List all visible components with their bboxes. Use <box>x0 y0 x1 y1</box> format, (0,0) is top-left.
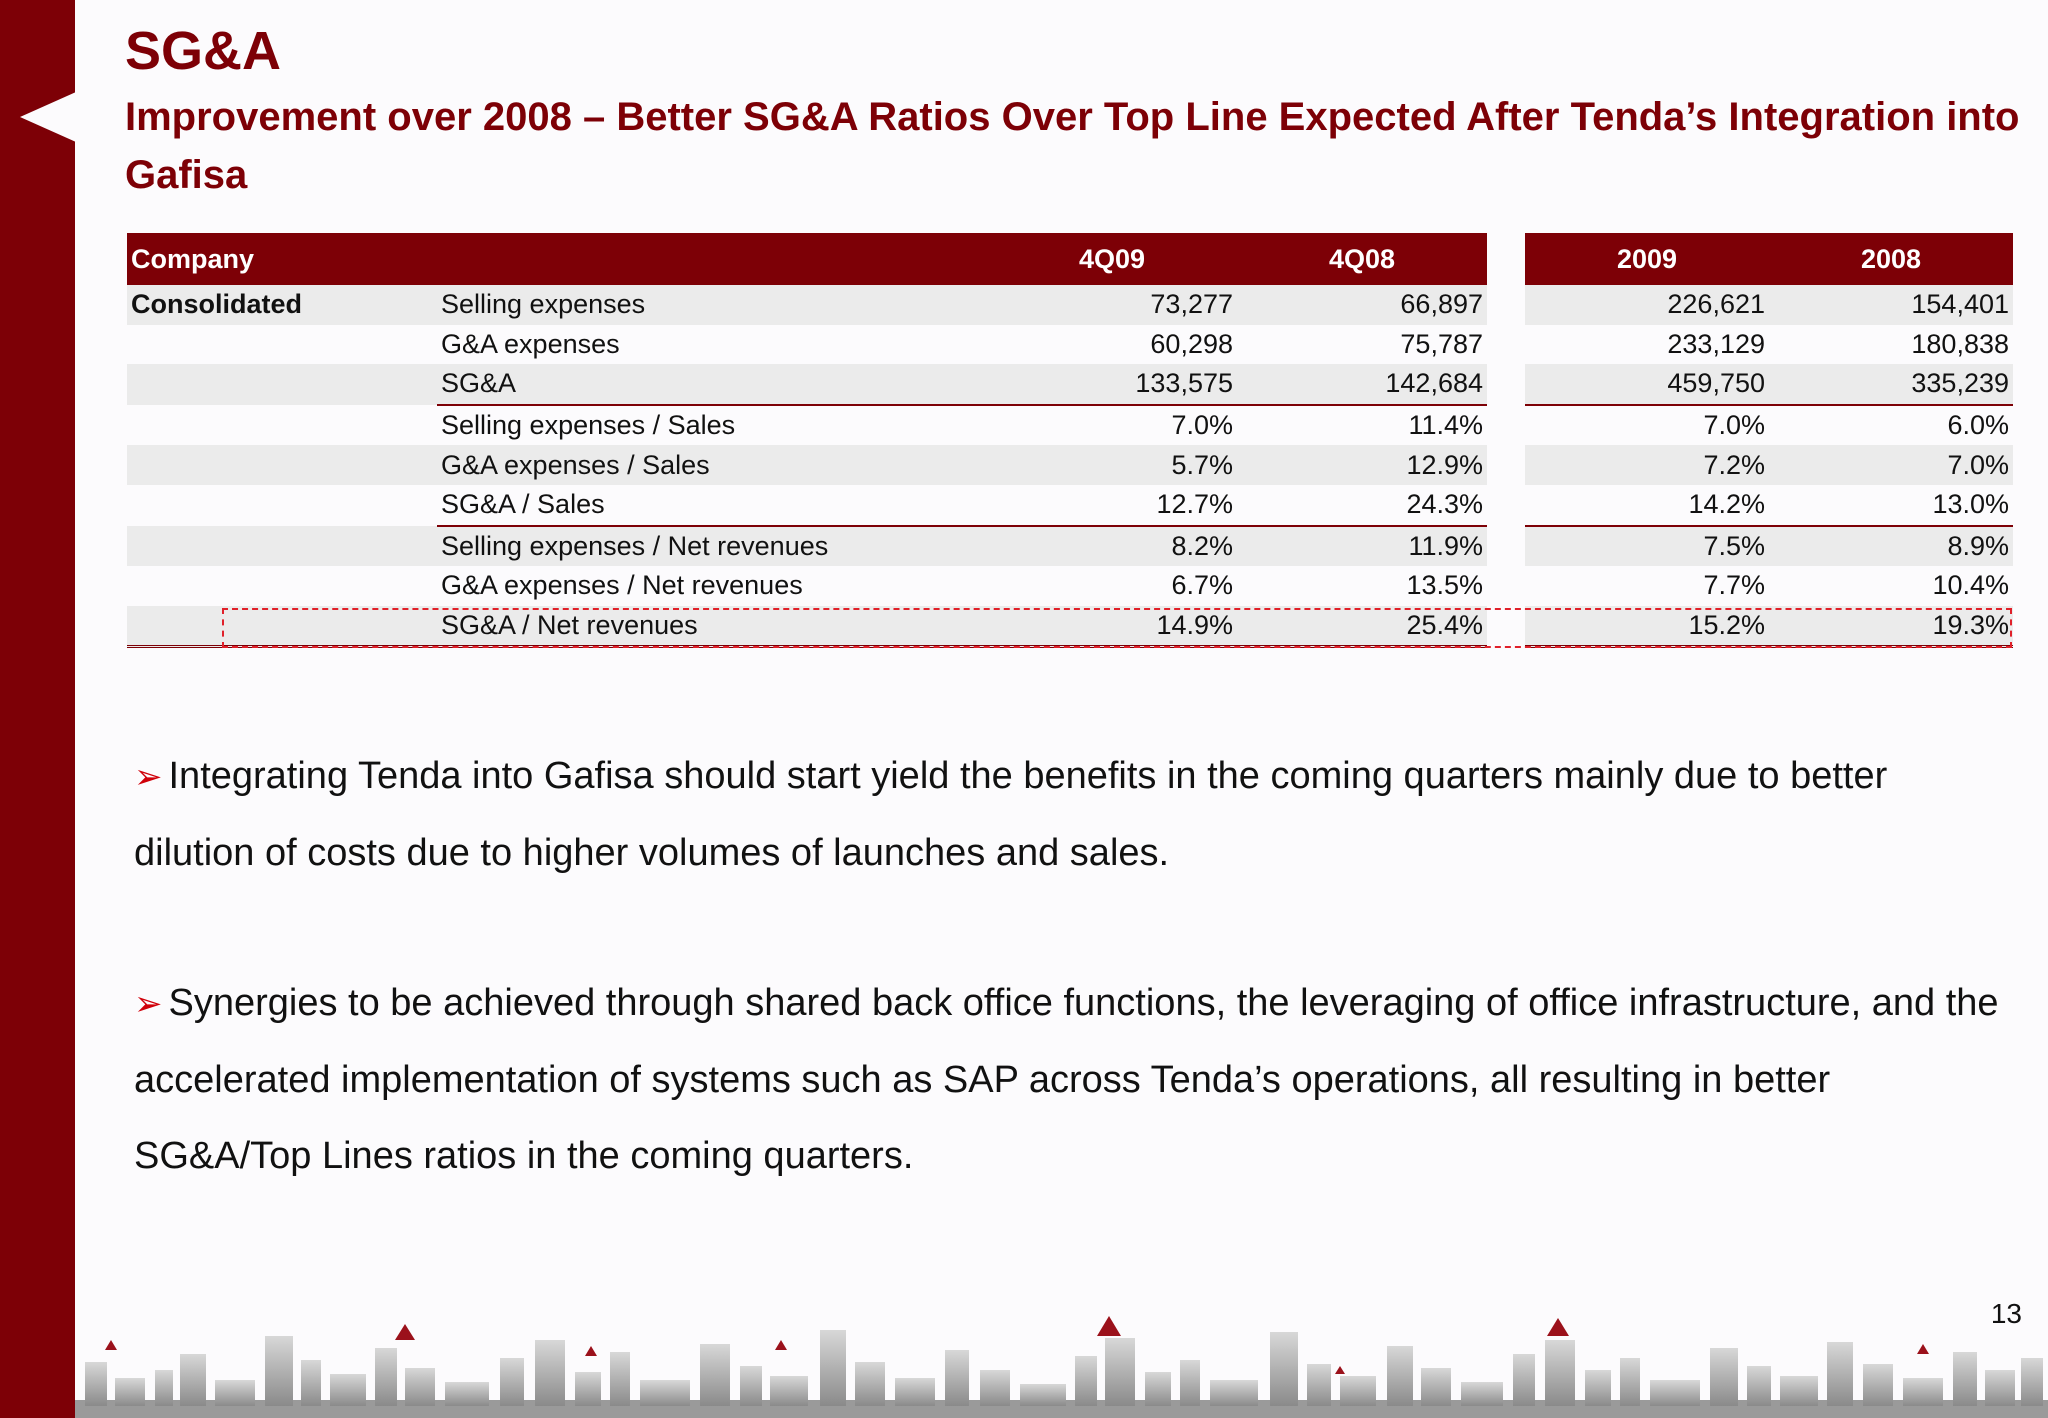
cell-2009: 15.2% <box>1525 605 1769 649</box>
table-row: G&A expenses 60,298 75,787 <box>127 325 1487 365</box>
cell-4q09: 73,277 <box>987 285 1237 325</box>
row-label: SG&A <box>437 364 987 406</box>
table-row: 14.2% 13.0% <box>1525 484 2013 527</box>
row-label: Selling expenses / Net revenues <box>437 525 987 567</box>
cell-4q09: 14.9% <box>987 605 1237 649</box>
table-row: Selling expenses / Net revenues 8.2% 11.… <box>127 525 1487 567</box>
cell-2009: 233,129 <box>1667 328 1765 359</box>
cell-2008: 6.0% <box>1947 410 2009 441</box>
table-row: SG&A / Sales 12.7% 24.3% <box>127 484 1487 527</box>
header-spacer <box>437 233 987 285</box>
header-2008: 2008 <box>1769 233 2013 285</box>
empty-cell <box>127 325 437 365</box>
cell-4q08: 142,684 <box>1237 364 1487 406</box>
cell-4q08: 11.4% <box>1408 410 1483 441</box>
bullet-item: ➢ Synergies to be achieved through shared… <box>134 965 2014 1194</box>
cell-4q08: 12.9% <box>1237 445 1487 485</box>
cell-2009: 226,621 <box>1525 285 1769 325</box>
table-row: 7.7% 10.4% <box>1525 566 2013 606</box>
cell-4q09: 5.7% <box>987 445 1237 485</box>
cell-4q08: 11.9% <box>1237 525 1487 567</box>
row-label: G&A expenses / Sales <box>437 445 987 485</box>
annual-table: 2009 2008 226,621 154,401 233,129 180,83… <box>1525 233 2013 649</box>
table-row: Consolidated Selling expenses 73,277 66,… <box>127 285 1487 325</box>
city-skyline-footer <box>75 1316 2048 1418</box>
empty-cell <box>127 405 437 446</box>
bullet-text: Synergies to be achieved through shared … <box>134 982 1999 1177</box>
row-label: SG&A / Sales <box>437 484 987 527</box>
cell-2009: 7.5% <box>1525 525 1769 567</box>
row-label: G&A expenses / Net revenues <box>441 570 803 601</box>
cell-2009: 7.0% <box>1703 410 1765 441</box>
empty-cell <box>127 605 437 649</box>
cell-4q09: 8.2% <box>987 525 1237 567</box>
empty-cell <box>127 485 437 526</box>
cell-4q08: 13.5% <box>1406 570 1483 601</box>
logo-markers <box>105 1316 1929 1374</box>
highlight-box <box>222 608 2012 648</box>
table-row: Selling expenses / Sales 7.0% 11.4% <box>127 405 1487 446</box>
table-row: 459,750 335,239 <box>1525 364 2013 406</box>
table-row: G&A expenses / Net revenues 6.7% 13.5% <box>127 566 1487 606</box>
cell-2008: 8.9% <box>1769 525 2013 567</box>
cell-2009: 7.2% <box>1525 445 1769 485</box>
table-row: SG&A / Net revenues 14.9% 25.4% <box>127 605 1487 649</box>
header-company: Company <box>127 233 437 285</box>
cell-4q09: 60,298 <box>1150 328 1233 359</box>
row-label: Selling expenses <box>437 285 987 325</box>
left-accent-bar <box>0 0 75 1418</box>
cell-2008: 13.0% <box>1769 484 2013 527</box>
cell-2008: 7.0% <box>1769 445 2013 485</box>
cell-4q08: 75,787 <box>1400 328 1483 359</box>
arrow-bullet-icon: ➢ <box>134 985 163 1023</box>
table-row: 233,129 180,838 <box>1525 325 2013 365</box>
header-2009: 2009 <box>1525 233 1769 285</box>
cell-2009: 7.7% <box>1703 570 1765 601</box>
table-row: 15.2% 19.3% <box>1525 605 2013 649</box>
cell-2009: 14.2% <box>1525 484 1769 527</box>
page-number: 13 <box>1990 1298 2022 1329</box>
bullet-item: ➢ Integrating Tenda into Gafisa should st… <box>134 738 2014 891</box>
chevron-left-icon <box>20 92 76 142</box>
empty-cell <box>127 525 437 567</box>
bullet-text: Integrating Tenda into Gafisa should sta… <box>134 755 1888 874</box>
table-row: G&A expenses / Sales 5.7% 12.9% <box>127 445 1487 485</box>
cell-4q09: 7.0% <box>1171 410 1233 441</box>
cell-4q08: 25.4% <box>1237 605 1487 649</box>
header-4q08: 4Q08 <box>1237 233 1487 285</box>
empty-cell <box>127 566 437 606</box>
company-name: Consolidated <box>127 285 437 325</box>
page-subtitle: Improvement over 2008 – Better SG&A Rati… <box>125 95 2020 197</box>
cell-4q09: 133,575 <box>987 364 1237 406</box>
cell-4q09: 6.7% <box>1171 570 1233 601</box>
cell-2008: 19.3% <box>1769 605 2013 649</box>
cell-4q09: 12.7% <box>987 484 1237 527</box>
cell-2008: 335,239 <box>1769 364 2013 406</box>
row-label: Selling expenses / Sales <box>441 410 736 441</box>
table-header-row: Company 4Q09 4Q08 <box>127 233 1487 285</box>
empty-cell <box>127 364 437 405</box>
quarterly-table: Company 4Q09 4Q08 Consolidated Selling e… <box>127 233 1487 649</box>
cell-4q08: 66,897 <box>1237 285 1487 325</box>
table-row: 7.2% 7.0% <box>1525 445 2013 485</box>
header-4q09: 4Q09 <box>987 233 1237 285</box>
cell-2009: 459,750 <box>1525 364 1769 406</box>
cell-4q08: 24.3% <box>1237 484 1487 527</box>
cell-2008: 10.4% <box>1932 570 2009 601</box>
table-row: 7.0% 6.0% <box>1525 405 2013 446</box>
cell-2008: 180,838 <box>1911 328 2009 359</box>
table-row: SG&A 133,575 142,684 <box>127 364 1487 406</box>
page-title: SG&A <box>125 21 282 81</box>
table-row: 7.5% 8.9% <box>1525 525 2013 567</box>
table-header-row: 2009 2008 <box>1525 233 2013 285</box>
cell-2008: 154,401 <box>1769 285 2013 325</box>
row-label: G&A expenses <box>441 328 620 359</box>
row-label: SG&A / Net revenues <box>437 605 987 649</box>
empty-cell <box>127 445 437 485</box>
table-row: 226,621 154,401 <box>1525 285 2013 325</box>
arrow-bullet-icon: ➢ <box>134 758 163 796</box>
